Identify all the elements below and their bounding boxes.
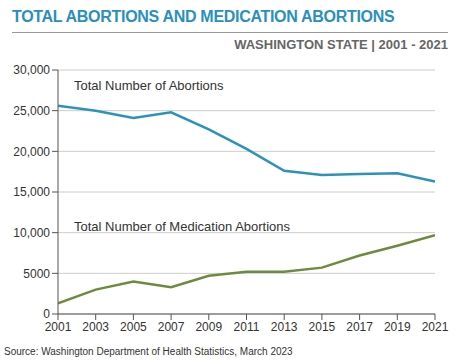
svg-text:5000: 5000 xyxy=(23,267,50,281)
svg-text:2019: 2019 xyxy=(384,320,411,334)
svg-text:2021: 2021 xyxy=(422,320,449,334)
svg-text:2007: 2007 xyxy=(158,320,185,334)
svg-text:0: 0 xyxy=(43,307,50,321)
svg-text:30,000: 30,000 xyxy=(13,63,50,77)
svg-text:2003: 2003 xyxy=(82,320,109,334)
svg-text:2005: 2005 xyxy=(120,320,147,334)
html-text:WASHINGTON STATE | 2001 - 2021: WASHINGTON STATE | 2001 - 2021 xyxy=(234,37,448,52)
svg-text:20,000: 20,000 xyxy=(13,145,50,159)
svg-text:2009: 2009 xyxy=(195,320,222,334)
svg-text:2015: 2015 xyxy=(309,320,336,334)
svg-text:2013: 2013 xyxy=(271,320,298,334)
svg-text:Total Number of Abortions: Total Number of Abortions xyxy=(74,78,224,93)
html-text:Source: Washington Department: Source: Washington Department of Health … xyxy=(4,346,293,357)
html-text:TOTAL ABORTIONS AND MEDICATION: TOTAL ABORTIONS AND MEDICATION ABORTIONS xyxy=(12,8,395,25)
svg-text:25,000: 25,000 xyxy=(13,104,50,118)
svg-text:Total Number of Medication Abo: Total Number of Medication Abortions xyxy=(74,219,291,234)
svg-text:10,000: 10,000 xyxy=(13,226,50,240)
svg-text:2017: 2017 xyxy=(346,320,373,334)
svg-text:15,000: 15,000 xyxy=(13,185,50,199)
svg-text:2011: 2011 xyxy=(234,320,260,334)
svg-text:2001: 2001 xyxy=(45,320,72,334)
